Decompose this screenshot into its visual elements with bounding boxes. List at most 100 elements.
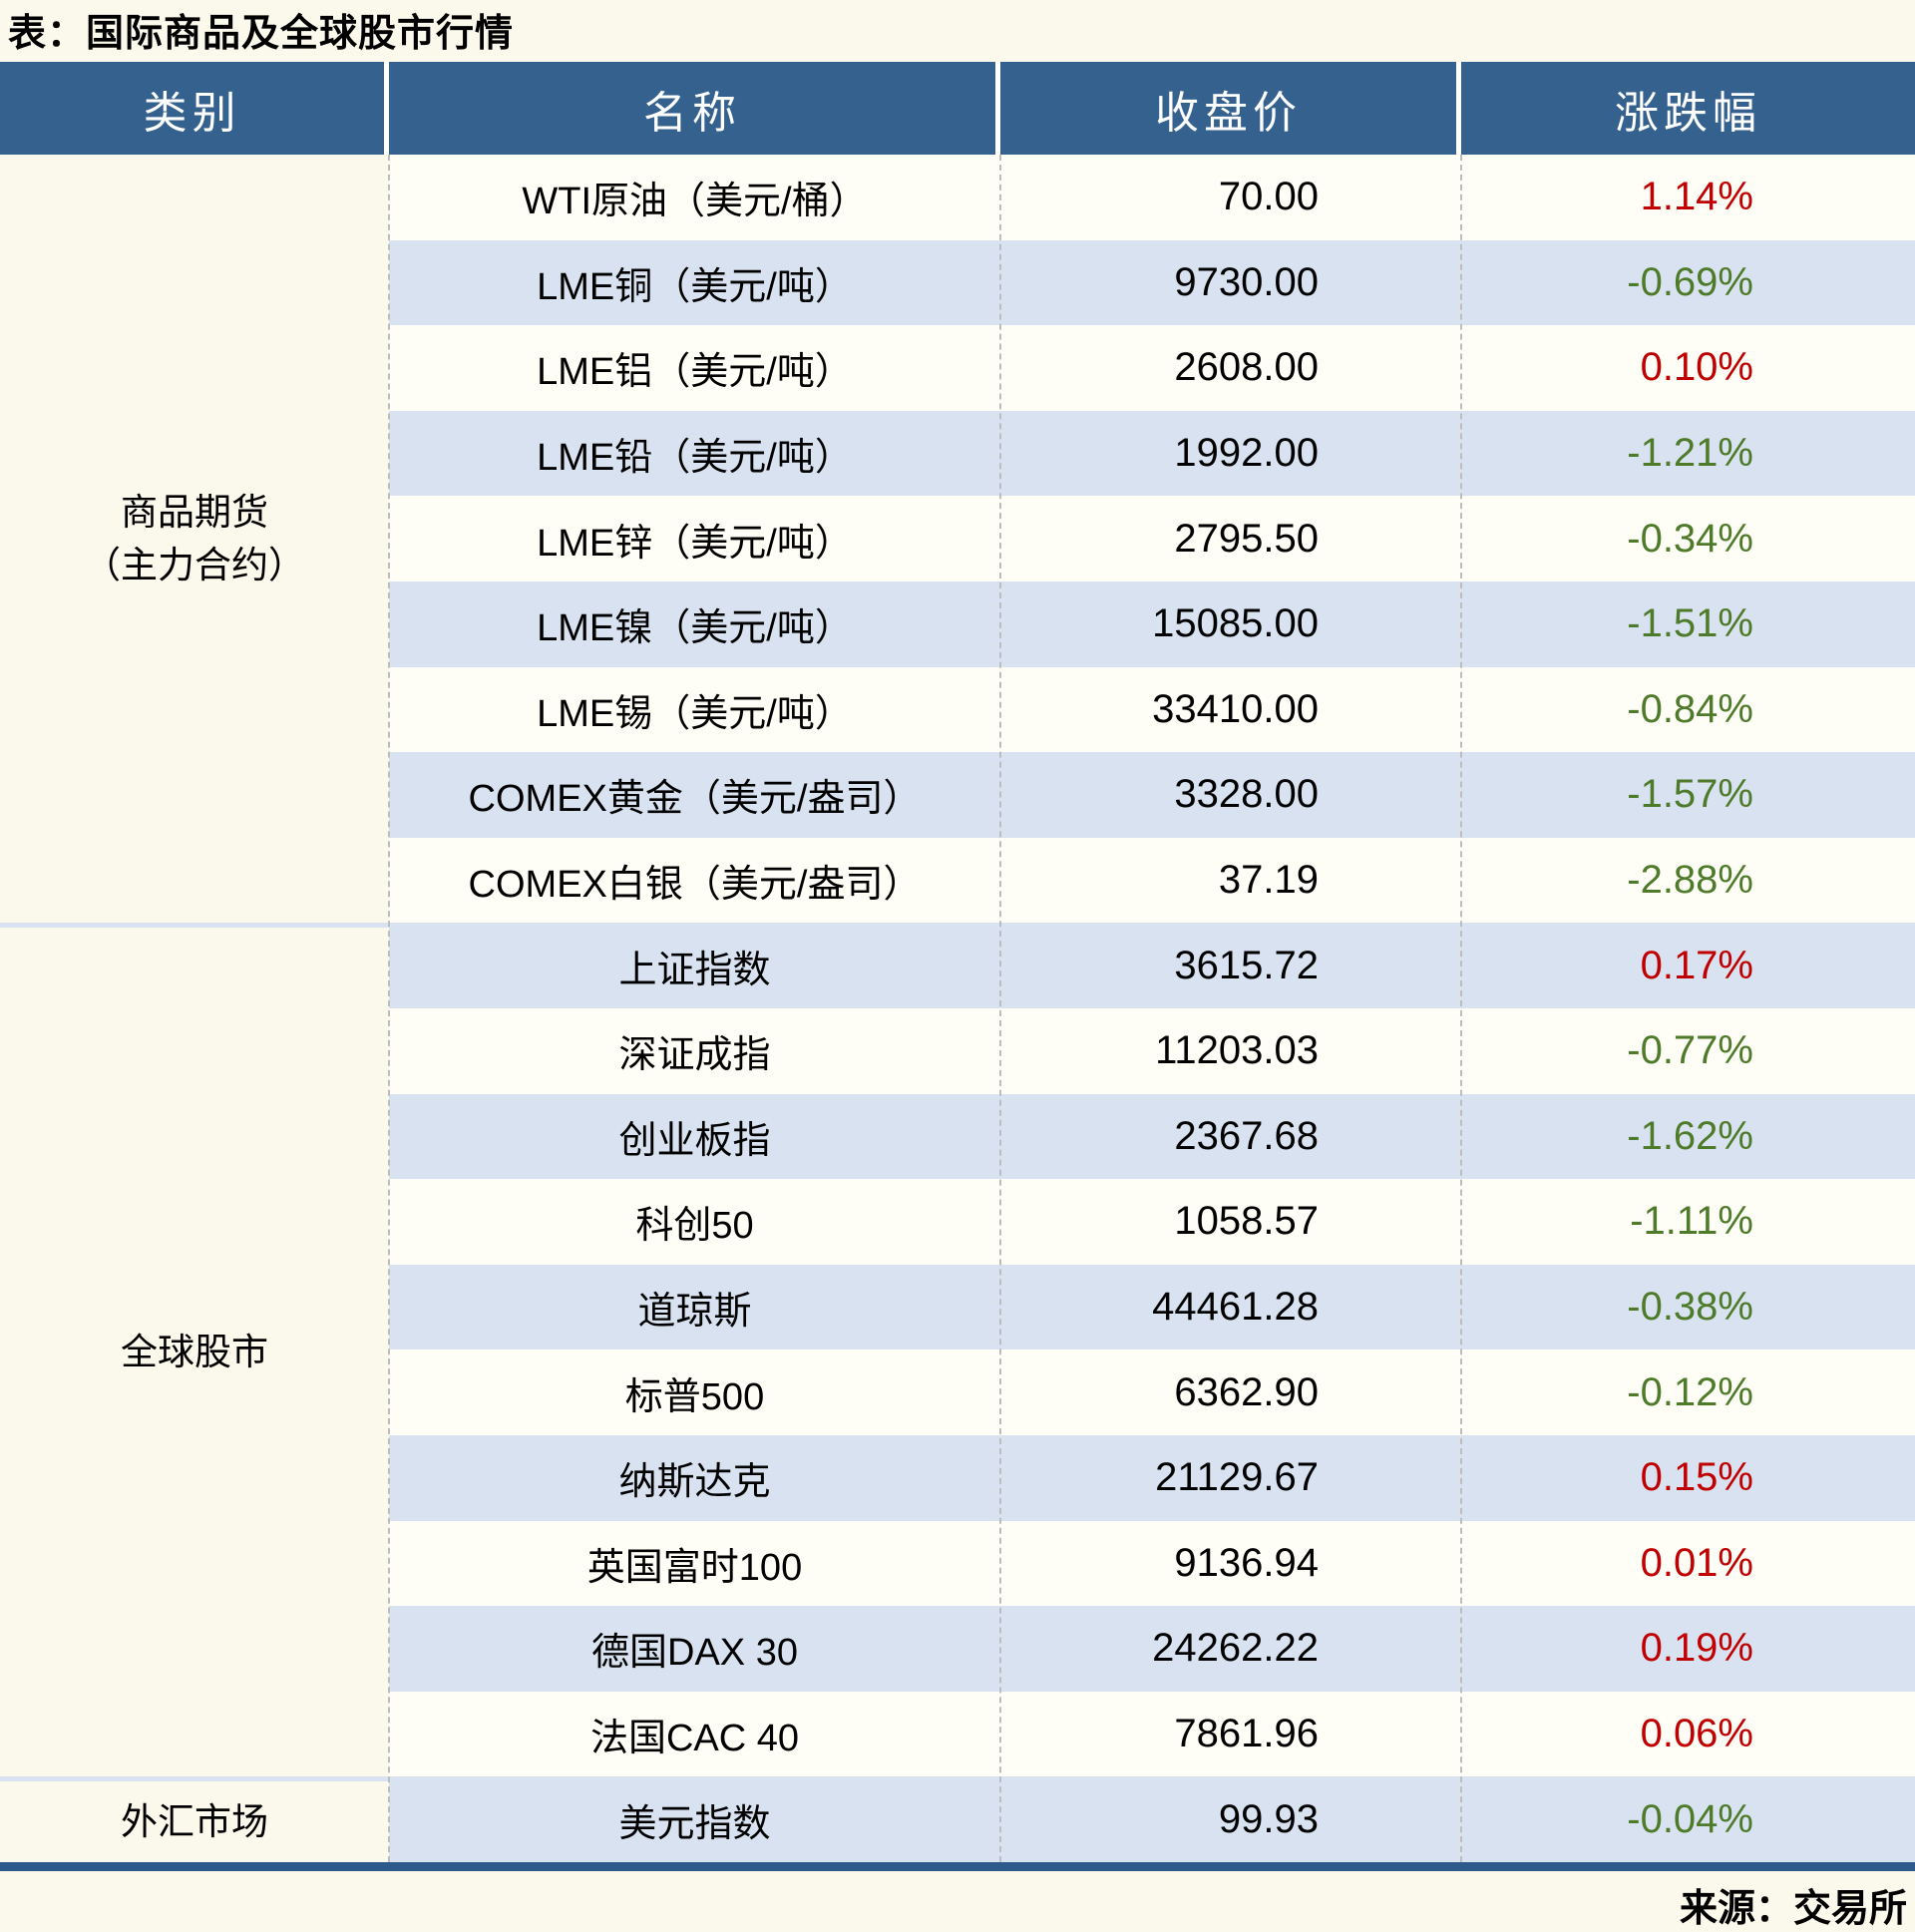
header-cell-name: 名称 (389, 62, 1000, 155)
close-cell: 2608.00 (1174, 345, 1319, 390)
category-cell-forex: 外汇市场 (0, 1776, 389, 1862)
category-cell-commodity-futures: 商品期货 （主力合约） (0, 155, 389, 923)
table-bottom-border (0, 1862, 1915, 1871)
category-label-line2: （主力合约） (84, 545, 305, 586)
table-row: 英国富时100 9136.94 0.01% (389, 1520, 1915, 1607)
close-cell: 1058.57 (1174, 1199, 1319, 1244)
table-row: 德国DAX 30 24262.22 0.19% (389, 1606, 1915, 1692)
close-cell: 2367.68 (1174, 1113, 1319, 1158)
change-cell: -2.88% (1627, 858, 1753, 903)
table-row: 创业板指 2367.68 -1.62% (389, 1093, 1915, 1180)
name-cell: 法国CAC 40 (589, 1717, 800, 1759)
close-cell: 3615.72 (1174, 943, 1319, 987)
change-cell: -0.34% (1627, 516, 1753, 561)
change-cell: 0.06% (1640, 1711, 1753, 1755)
close-cell: 24262.22 (1152, 1626, 1319, 1671)
close-cell: 1992.00 (1174, 431, 1319, 476)
close-cell: 11203.03 (1155, 1028, 1319, 1073)
name-cell: 创业板指 (618, 1119, 771, 1162)
close-cell: 99.93 (1218, 1796, 1319, 1841)
change-cell: 1.14% (1640, 175, 1753, 219)
name-cell: LME铝（美元/吨） (537, 351, 853, 394)
page-title: 表：国际商品及全球股市行情 (8, 13, 515, 55)
table-body: WTI原油（美元/桶） 70.00 1.14% LME铜（美元/吨） 9730.… (0, 155, 1915, 1862)
name-cell: COMEX白银（美元/盎司） (468, 864, 922, 907)
change-cell: -1.62% (1627, 1113, 1753, 1158)
table-row: LME铝（美元/吨） 2608.00 0.10% (389, 325, 1915, 411)
table-row: 科创50 1058.57 -1.11% (389, 1179, 1915, 1265)
table-row: LME镍（美元/吨） 15085.00 -1.51% (389, 580, 1915, 667)
category-label: 全球股市 (121, 1332, 268, 1373)
close-cell: 15085.00 (1152, 601, 1319, 646)
change-cell: -0.04% (1627, 1796, 1753, 1841)
source-note: 来源：交易所 (1679, 1888, 1907, 1930)
name-cell: 美元指数 (618, 1802, 771, 1845)
column-divider (1460, 155, 1462, 1862)
header-cell-change: 涨跌幅 (1461, 62, 1915, 155)
table-row: LME锡（美元/吨） 33410.00 -0.84% (389, 666, 1915, 753)
name-cell: 德国DAX 30 (591, 1632, 798, 1675)
table-row: 纳斯达克 21129.67 0.15% (389, 1434, 1915, 1521)
name-cell: LME锌（美元/吨） (537, 522, 853, 565)
close-cell: 21129.67 (1155, 1455, 1319, 1500)
change-cell: 0.15% (1640, 1455, 1753, 1500)
table-row: COMEX黄金（美元/盎司） 3328.00 -1.57% (389, 752, 1915, 838)
table-row: 美元指数 99.93 -0.04% (389, 1776, 1915, 1862)
name-cell: 上证指数 (618, 949, 771, 991)
header-cell-close: 收盘价 (1000, 62, 1461, 155)
name-cell: COMEX黄金（美元/盎司） (468, 778, 922, 821)
category-label-line1: 商品期货 (121, 491, 268, 533)
change-cell: -1.21% (1627, 431, 1753, 476)
table-row: 道琼斯 44461.28 -0.38% (389, 1264, 1915, 1351)
change-cell: -1.51% (1627, 601, 1753, 646)
change-cell: -0.12% (1627, 1369, 1753, 1414)
change-cell: -0.77% (1627, 1028, 1753, 1073)
name-cell: 标普500 (624, 1375, 765, 1418)
category-cell-global-stocks: 全球股市 (0, 923, 389, 1776)
change-cell: -1.11% (1630, 1199, 1753, 1244)
category-column: 商品期货 （主力合约） 全球股市 外汇市场 (0, 155, 389, 1862)
change-cell: 0.10% (1640, 345, 1753, 390)
name-cell: 深证成指 (618, 1034, 771, 1077)
table-rows: WTI原油（美元/桶） 70.00 1.14% LME铜（美元/吨） 9730.… (0, 155, 1915, 1862)
close-cell: 33410.00 (1152, 686, 1319, 731)
name-cell: LME铅（美元/吨） (537, 437, 853, 480)
name-cell: LME铜（美元/吨） (537, 265, 853, 308)
close-cell: 9136.94 (1174, 1540, 1319, 1585)
column-divider (999, 155, 1001, 1862)
table-row: 法国CAC 40 7861.96 0.06% (389, 1691, 1915, 1777)
change-cell: -0.84% (1627, 686, 1753, 731)
change-cell: 0.17% (1640, 943, 1753, 987)
close-cell: 6362.90 (1174, 1369, 1319, 1414)
name-cell: 科创50 (635, 1205, 754, 1248)
column-divider (388, 155, 390, 1862)
header-cell-category: 类别 (0, 62, 389, 155)
name-cell: LME锡（美元/吨） (537, 692, 853, 735)
table-header: 类别 名称 收盘价 涨跌幅 (0, 62, 1915, 155)
close-cell: 7861.96 (1174, 1711, 1319, 1755)
table-row: COMEX白银（美元/盎司） 37.19 -2.88% (389, 837, 1915, 924)
table-row: LME锌（美元/吨） 2795.50 -0.34% (389, 496, 1915, 581)
change-cell: -1.57% (1627, 772, 1753, 817)
table-row: WTI原油（美元/桶） 70.00 1.14% (389, 155, 1915, 240)
table-row: 标普500 6362.90 -0.12% (389, 1350, 1915, 1435)
close-cell: 44461.28 (1152, 1285, 1319, 1330)
close-cell: 9730.00 (1174, 259, 1319, 304)
name-cell: 纳斯达克 (618, 1461, 771, 1504)
table-row: LME铅（美元/吨） 1992.00 -1.21% (389, 410, 1915, 497)
close-cell: 70.00 (1218, 175, 1319, 219)
close-cell: 37.19 (1218, 858, 1319, 903)
table-row: LME铜（美元/吨） 9730.00 -0.69% (389, 239, 1915, 326)
table-row: 上证指数 3615.72 0.17% (389, 923, 1915, 1008)
change-cell: -0.69% (1627, 259, 1753, 304)
close-cell: 2795.50 (1174, 516, 1319, 561)
change-cell: 0.01% (1640, 1540, 1753, 1585)
change-cell: -0.38% (1627, 1285, 1753, 1330)
category-label: 外汇市场 (121, 1800, 268, 1842)
name-cell: LME镍（美元/吨） (537, 607, 853, 650)
name-cell: 英国富时100 (586, 1546, 803, 1589)
change-cell: 0.19% (1640, 1626, 1753, 1671)
close-cell: 3328.00 (1174, 772, 1319, 817)
name-cell: WTI原油（美元/桶） (522, 181, 868, 223)
